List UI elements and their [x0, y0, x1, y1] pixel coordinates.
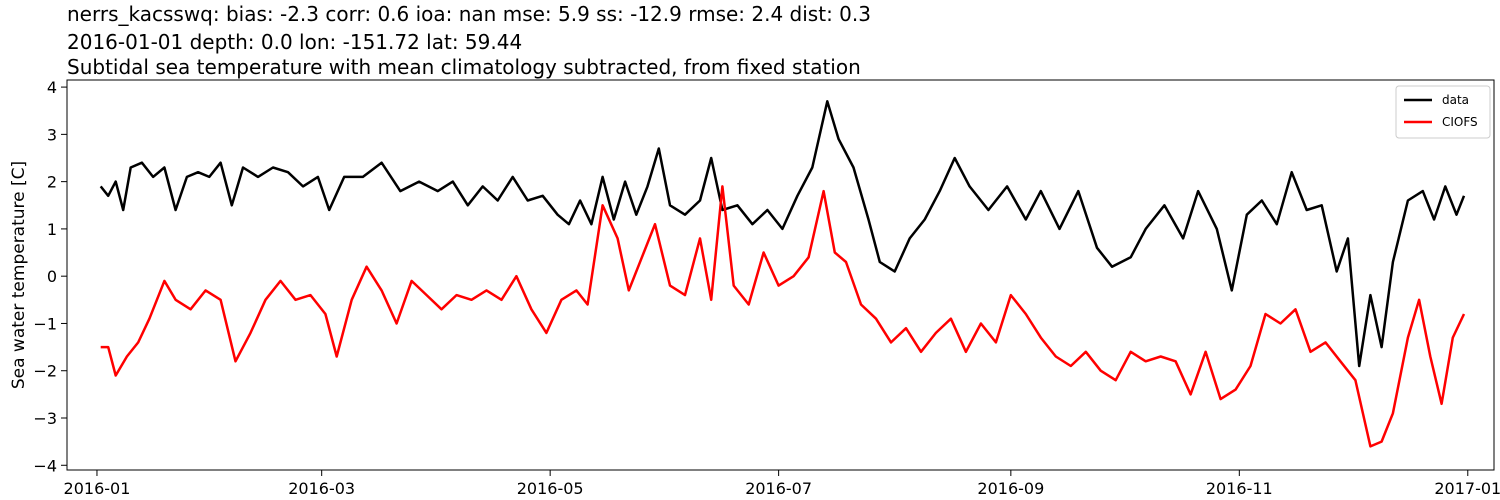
y-tick-label: −4 — [33, 456, 57, 475]
x-tick-label: 2016-01 — [64, 479, 131, 498]
y-tick-label: −1 — [33, 314, 57, 333]
series-layer — [99, 100, 1466, 448]
y-axis: −4 −3 −2 −1 0 1 2 3 4 — [33, 78, 67, 475]
x-tick-label: 2016-07 — [745, 479, 812, 498]
y-tick-label: −3 — [33, 409, 57, 428]
legend: data CIOFS — [1395, 85, 1491, 139]
chart-title-line-2: 2016-01-01 depth: 0.0 lon: -151.72 lat: … — [67, 30, 523, 54]
x-axis: 2016-01 2016-03 2016-05 2016-07 2016-09 2016-… — [64, 470, 1500, 498]
axes-frame — [66, 79, 1495, 471]
legend-label-data: data — [1442, 93, 1469, 107]
x-tick-label: 2016-05 — [517, 479, 584, 498]
legend-label-ciofs: CIOFS — [1442, 115, 1478, 129]
y-tick-label: 4 — [47, 78, 57, 97]
y-tick-label: 2 — [47, 173, 57, 192]
x-tick-label: 2016-11 — [1206, 479, 1273, 498]
series-line-data — [99, 100, 1466, 368]
y-tick-label: 1 — [47, 220, 57, 239]
x-tick-label: 2016-03 — [288, 479, 355, 498]
series-line-ciofs — [100, 185, 1466, 448]
x-tick-label: 2017-01 — [1434, 479, 1500, 498]
y-tick-label: 3 — [47, 125, 57, 144]
y-tick-label: −2 — [33, 362, 57, 381]
y-tick-label: 0 — [47, 267, 57, 286]
chart-title-line-3: Subtidal sea temperature with mean clima… — [67, 55, 861, 79]
x-tick-label: 2016-09 — [977, 479, 1044, 498]
chart-title-line-1: nerrs_kacsswq: bias: -2.3 corr: 0.6 ioa:… — [67, 2, 871, 26]
y-axis-label: Sea water temperature [C] — [9, 161, 29, 389]
